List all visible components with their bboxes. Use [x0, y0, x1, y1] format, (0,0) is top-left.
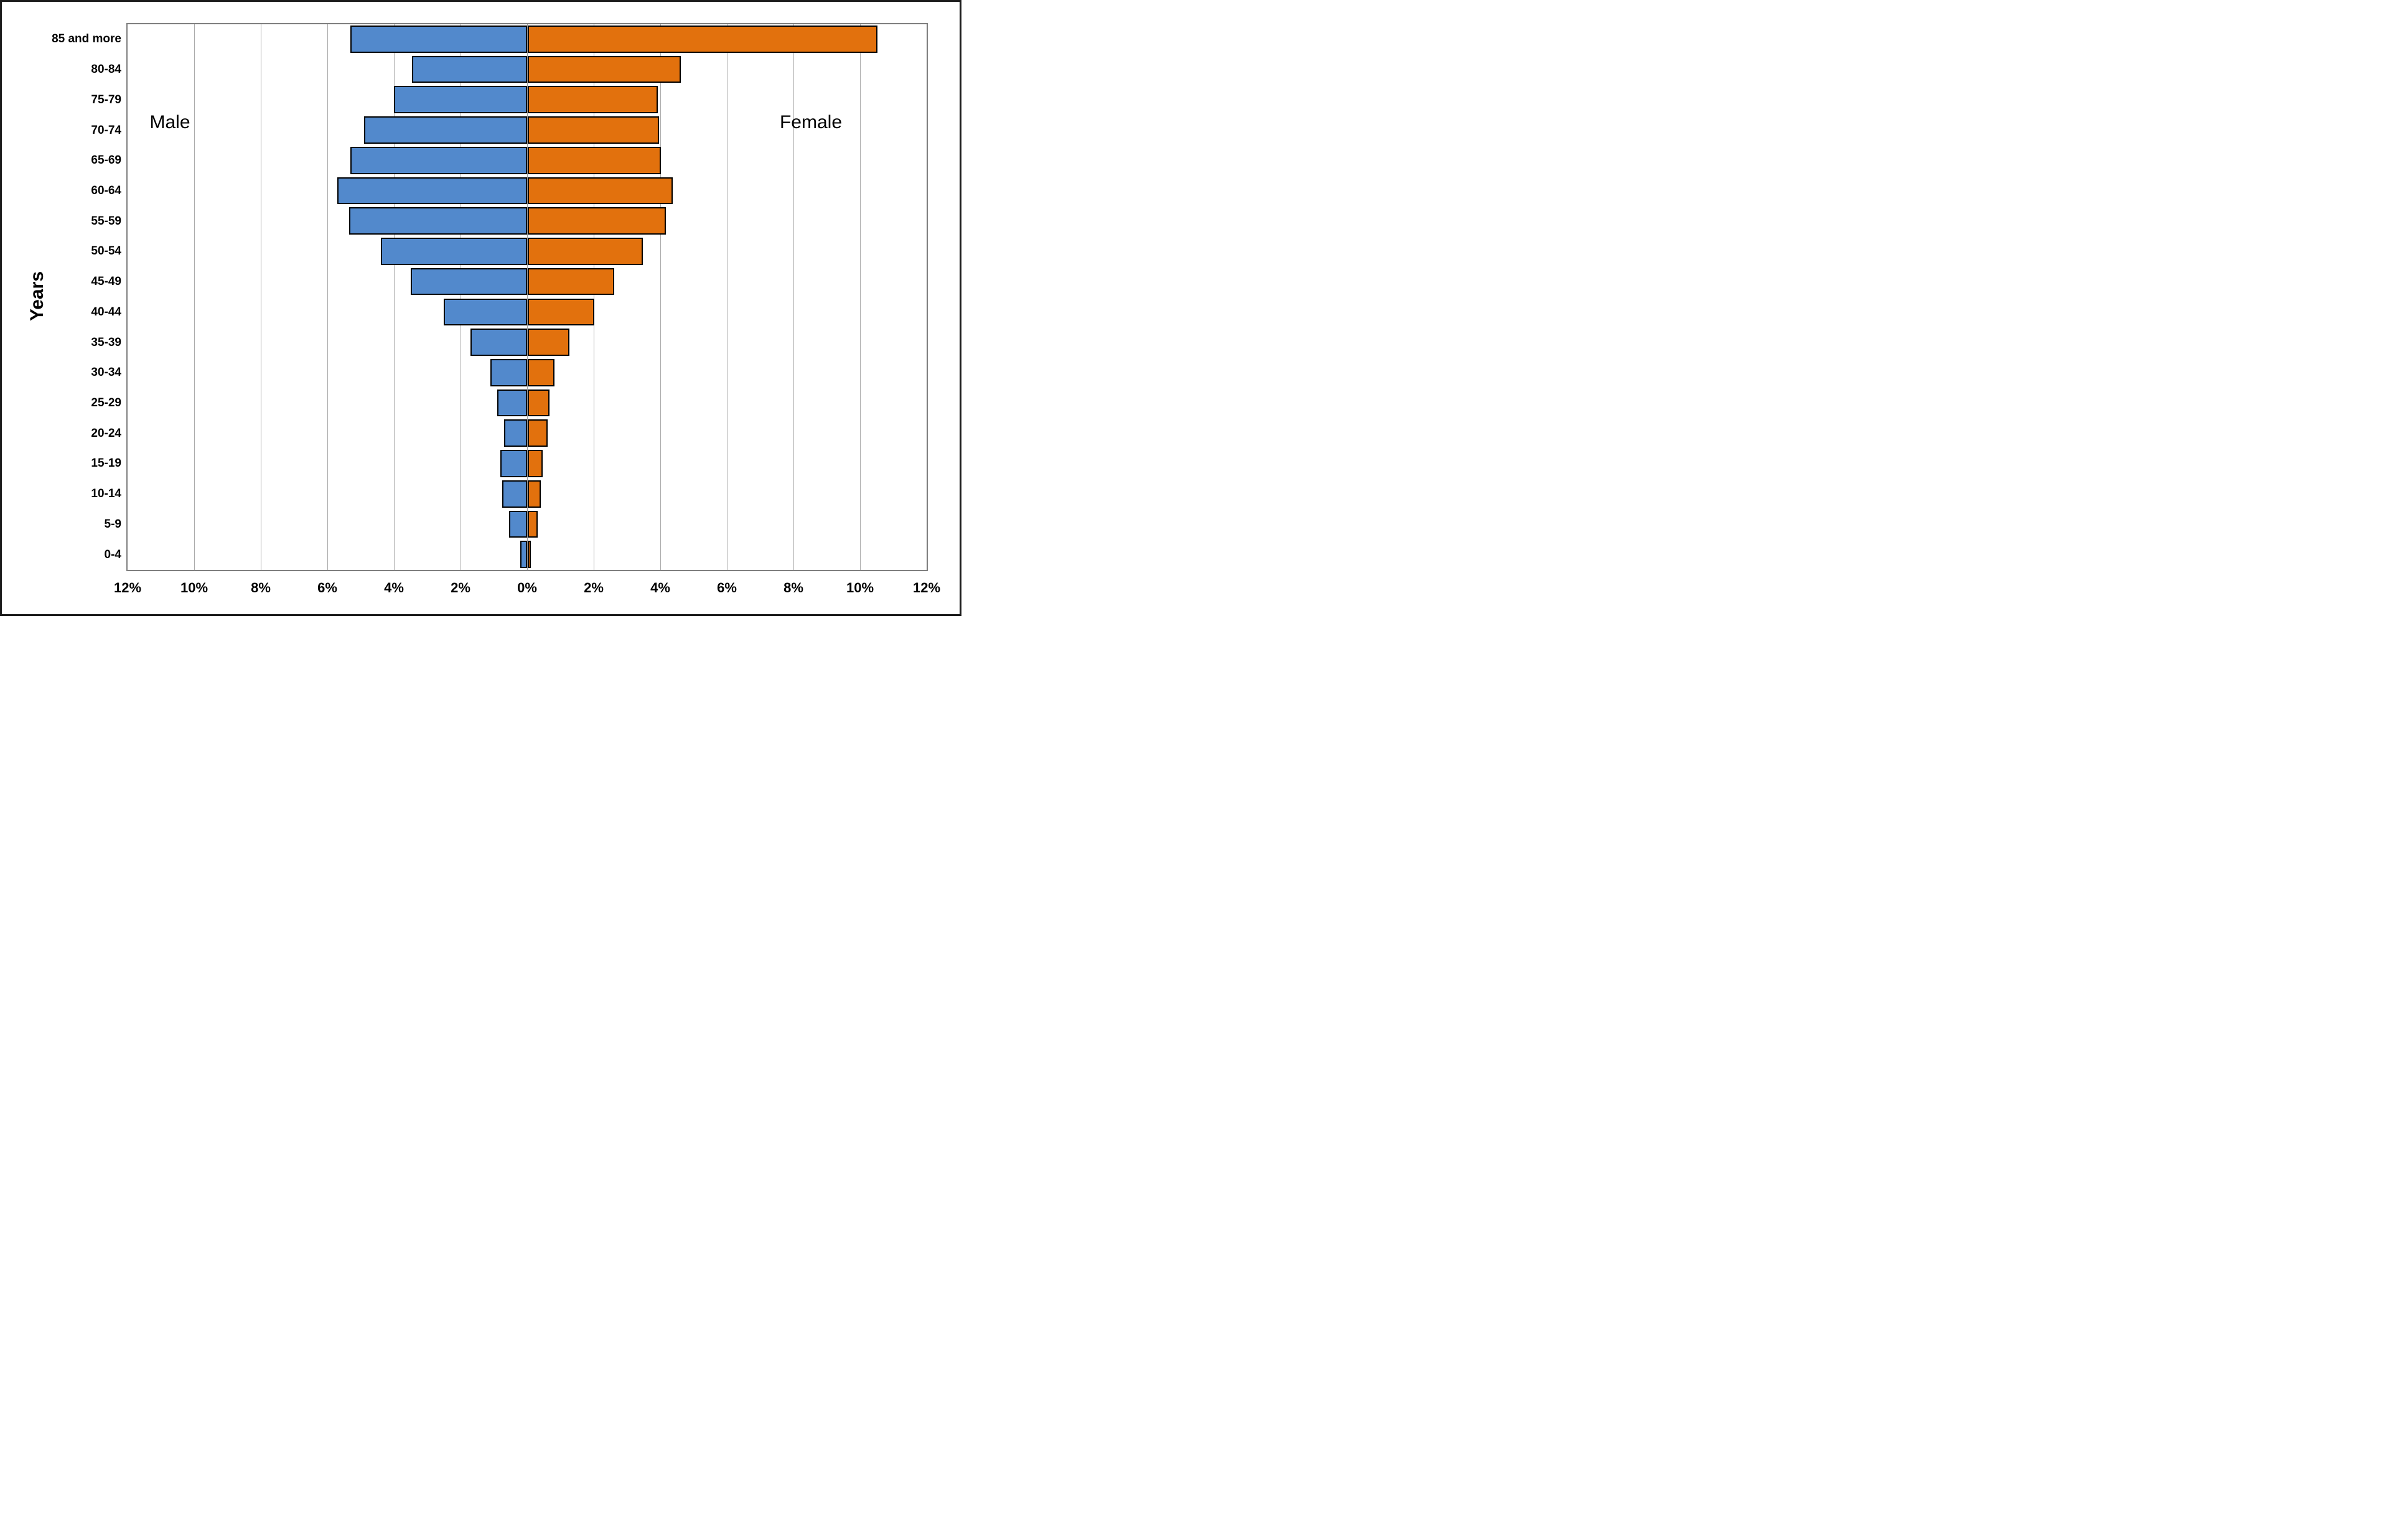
- male-bar-85-and-more: [350, 26, 527, 53]
- age-axis-label-65-69: 65-69: [91, 154, 121, 167]
- x-tick-label-3: 6%: [317, 580, 337, 595]
- female-bar-10-14: [528, 480, 541, 508]
- female-bar-55-59: [528, 207, 666, 235]
- male-bar-35-39: [470, 329, 527, 356]
- female-bar-15-19: [528, 450, 543, 477]
- male-bar-40-44: [444, 298, 527, 326]
- age-axis-label-45-49: 45-49: [91, 275, 121, 289]
- male-bar-10-14: [502, 480, 527, 508]
- male-bar-70-74: [363, 116, 527, 144]
- gridline: [660, 24, 661, 570]
- zero-axis-line: [527, 24, 528, 570]
- female-bar-70-74: [528, 116, 660, 144]
- gridline: [793, 24, 794, 570]
- female-bar-25-29: [528, 389, 550, 417]
- gridline: [394, 24, 395, 570]
- population-pyramid-chart: Years Male Female 85 and more 80-84 75-79 7…: [0, 0, 961, 616]
- x-tick-label-1: 10%: [180, 580, 208, 595]
- female-bar-65-69: [528, 146, 661, 174]
- age-axis-label-30-34: 30-34: [91, 366, 121, 380]
- female-bar-50-54: [528, 238, 643, 265]
- y-axis-title: Years: [27, 271, 47, 322]
- age-axis-label-60-64: 60-64: [91, 184, 121, 197]
- male-bar-20-24: [503, 419, 527, 447]
- x-tick-label-4: 4%: [384, 580, 404, 595]
- male-bar-65-69: [350, 146, 527, 174]
- x-tick-label-9: 6%: [717, 580, 737, 595]
- age-axis-label-25-29: 25-29: [91, 396, 121, 410]
- male-bar-75-79: [394, 86, 527, 114]
- male-bar-45-49: [410, 268, 527, 296]
- female-bar-80-84: [528, 55, 681, 83]
- age-axis-label-20-24: 20-24: [91, 426, 121, 440]
- age-axis-label-75-79: 75-79: [91, 93, 121, 106]
- male-series-label: Male: [149, 112, 190, 133]
- male-bar-30-34: [490, 358, 527, 386]
- x-tick-label-8: 4%: [650, 580, 670, 595]
- age-axis-label-15-19: 15-19: [91, 457, 121, 470]
- female-series-label: Female: [779, 112, 843, 133]
- age-axis-label-55-59: 55-59: [91, 214, 121, 228]
- x-tick-label-11: 10%: [846, 580, 874, 595]
- age-axis-label-10-14: 10-14: [91, 487, 121, 501]
- male-bar-15-19: [500, 450, 527, 477]
- female-bar-60-64: [528, 177, 673, 205]
- x-tick-label-7: 2%: [584, 580, 604, 595]
- age-axis-label-50-54: 50-54: [91, 245, 121, 258]
- gridline: [860, 24, 861, 570]
- x-tick-label-10: 8%: [783, 580, 803, 595]
- x-tick-label-5: 2%: [451, 580, 470, 595]
- male-bar-60-64: [337, 177, 527, 205]
- male-bar-80-84: [412, 55, 527, 83]
- female-bar-75-79: [528, 86, 658, 114]
- female-bar-35-39: [528, 329, 569, 356]
- female-bar-0-4: [528, 541, 531, 568]
- gridline: [327, 24, 328, 570]
- x-tick-label-12: 12%: [912, 580, 941, 595]
- female-bar-85-and-more: [528, 26, 877, 53]
- male-bar-55-59: [348, 207, 527, 235]
- male-bar-5-9: [508, 510, 527, 538]
- male-bar-25-29: [497, 389, 527, 417]
- age-axis-label-0-4: 0-4: [104, 548, 121, 561]
- female-bar-20-24: [528, 419, 548, 447]
- female-bar-30-34: [528, 358, 554, 386]
- male-bar-50-54: [380, 238, 527, 265]
- age-axis-label-35-39: 35-39: [91, 335, 121, 349]
- male-bar-0-4: [520, 541, 527, 568]
- age-axis-label-5-9: 5-9: [104, 517, 121, 531]
- age-axis-label-85-and-more: 85 and more: [52, 32, 121, 46]
- plot-area: [126, 23, 928, 571]
- x-tick-label-6: 0%: [517, 580, 537, 595]
- female-bar-5-9: [528, 510, 538, 538]
- age-axis-label-70-74: 70-74: [91, 123, 121, 137]
- age-axis-label-40-44: 40-44: [91, 305, 121, 319]
- female-bar-45-49: [528, 268, 615, 296]
- x-tick-label-2: 8%: [251, 580, 271, 595]
- age-axis-label-80-84: 80-84: [91, 63, 121, 77]
- x-tick-label-0: 12%: [113, 580, 142, 595]
- gridline: [194, 24, 195, 570]
- female-bar-40-44: [528, 298, 594, 326]
